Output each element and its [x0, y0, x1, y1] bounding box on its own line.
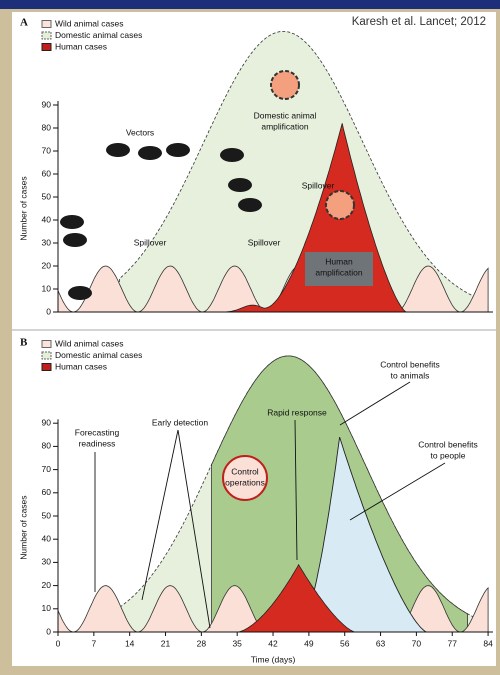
legend-swatch [42, 44, 51, 51]
annotation: operations [225, 477, 265, 487]
annotation: to animals [391, 370, 430, 380]
panel-label: A [20, 17, 28, 29]
y-tick-label: 10 [42, 603, 52, 613]
y-tick-label: 60 [42, 487, 52, 497]
legend-swatch [42, 352, 51, 359]
y-tick-label: 70 [42, 145, 52, 155]
legend-label: Domestic animal cases [55, 350, 142, 360]
y-tick-label: 90 [42, 99, 52, 109]
x-tick-label: 0 [56, 638, 61, 648]
annotation: to people [431, 450, 466, 460]
x-tick-label: 70 [412, 638, 422, 648]
y-tick-label: 20 [42, 260, 52, 270]
x-tick-label: 49 [304, 638, 314, 648]
animal-icon [138, 146, 162, 160]
animal-icon [238, 198, 262, 212]
annotation: Forecasting [75, 427, 120, 437]
legend-label: Human cases [55, 41, 107, 51]
x-tick-label: 35 [232, 638, 242, 648]
animal-icon [63, 233, 87, 247]
legend-label: Wild animal cases [55, 338, 124, 348]
x-axis-label: Time (days) [251, 654, 296, 664]
y-tick-label: 80 [42, 122, 52, 132]
y-axis-label: Number of cases [18, 495, 28, 559]
legend-swatch [42, 364, 51, 371]
y-tick-label: 90 [42, 417, 52, 427]
x-tick-label: 77 [448, 638, 458, 648]
y-tick-label: 40 [42, 533, 52, 543]
y-tick-label: 20 [42, 580, 52, 590]
y-tick-label: 80 [42, 441, 52, 451]
annotation: Human [325, 256, 353, 266]
animal-icon [228, 178, 252, 192]
y-tick-label: 30 [42, 237, 52, 247]
top-bar [0, 0, 500, 9]
citation: Karesh et al. Lancet; 2012 [352, 16, 486, 28]
annotation: Control benefits [418, 439, 478, 449]
animal-icon [166, 143, 190, 157]
annotation: readiness [79, 438, 116, 448]
annotation: Spillover [302, 180, 335, 190]
y-tick-label: 0 [46, 626, 51, 636]
annotation: Control benefits [380, 359, 440, 369]
legend-swatch [42, 341, 51, 348]
annotation: Early detection [152, 417, 208, 427]
y-tick-label: 40 [42, 214, 52, 224]
legend-swatch [42, 32, 51, 39]
page: {"citation": "Karesh et al. Lancet; 2012… [0, 0, 500, 670]
panel-label: B [20, 337, 28, 349]
annotation: Domestic animal [254, 110, 317, 120]
legend-swatch [42, 21, 51, 28]
human-agent [326, 191, 354, 219]
legend-label: Domestic animal cases [55, 30, 142, 40]
y-tick-label: 50 [42, 510, 52, 520]
x-tick-label: 56 [340, 638, 350, 648]
x-tick-label: 28 [197, 638, 207, 648]
animal-icon [60, 215, 84, 229]
x-tick-label: 42 [268, 638, 278, 648]
annotation: Spillover [134, 237, 167, 247]
y-tick-label: 10 [42, 283, 52, 293]
y-tick-label: 0 [46, 306, 51, 316]
annotation: amplification [261, 121, 309, 131]
legend-label: Wild animal cases [55, 18, 124, 28]
y-tick-label: 70 [42, 464, 52, 474]
animal-icon [106, 143, 130, 157]
domestic-agent [271, 71, 299, 99]
y-tick-label: 50 [42, 191, 52, 201]
y-axis-label: Number of cases [18, 176, 28, 240]
x-tick-label: 14 [125, 638, 135, 648]
x-tick-label: 21 [161, 638, 171, 648]
x-tick-label: 84 [483, 638, 493, 648]
annotation: Vectors [126, 127, 154, 137]
y-tick-label: 60 [42, 168, 52, 178]
x-tick-label: 7 [91, 638, 96, 648]
annotation: Control [231, 466, 259, 476]
figure: Karesh et al. Lancet; 2012 A Wild animal … [0, 0, 500, 670]
animal-icon [68, 286, 92, 300]
y-tick-label: 30 [42, 557, 52, 567]
annotation: amplification [315, 267, 363, 277]
annotation: Spillover [248, 237, 281, 247]
x-tick-label: 63 [376, 638, 386, 648]
legend-label: Human cases [55, 361, 107, 371]
animal-icon [220, 148, 244, 162]
annotation: Rapid response [267, 407, 327, 417]
